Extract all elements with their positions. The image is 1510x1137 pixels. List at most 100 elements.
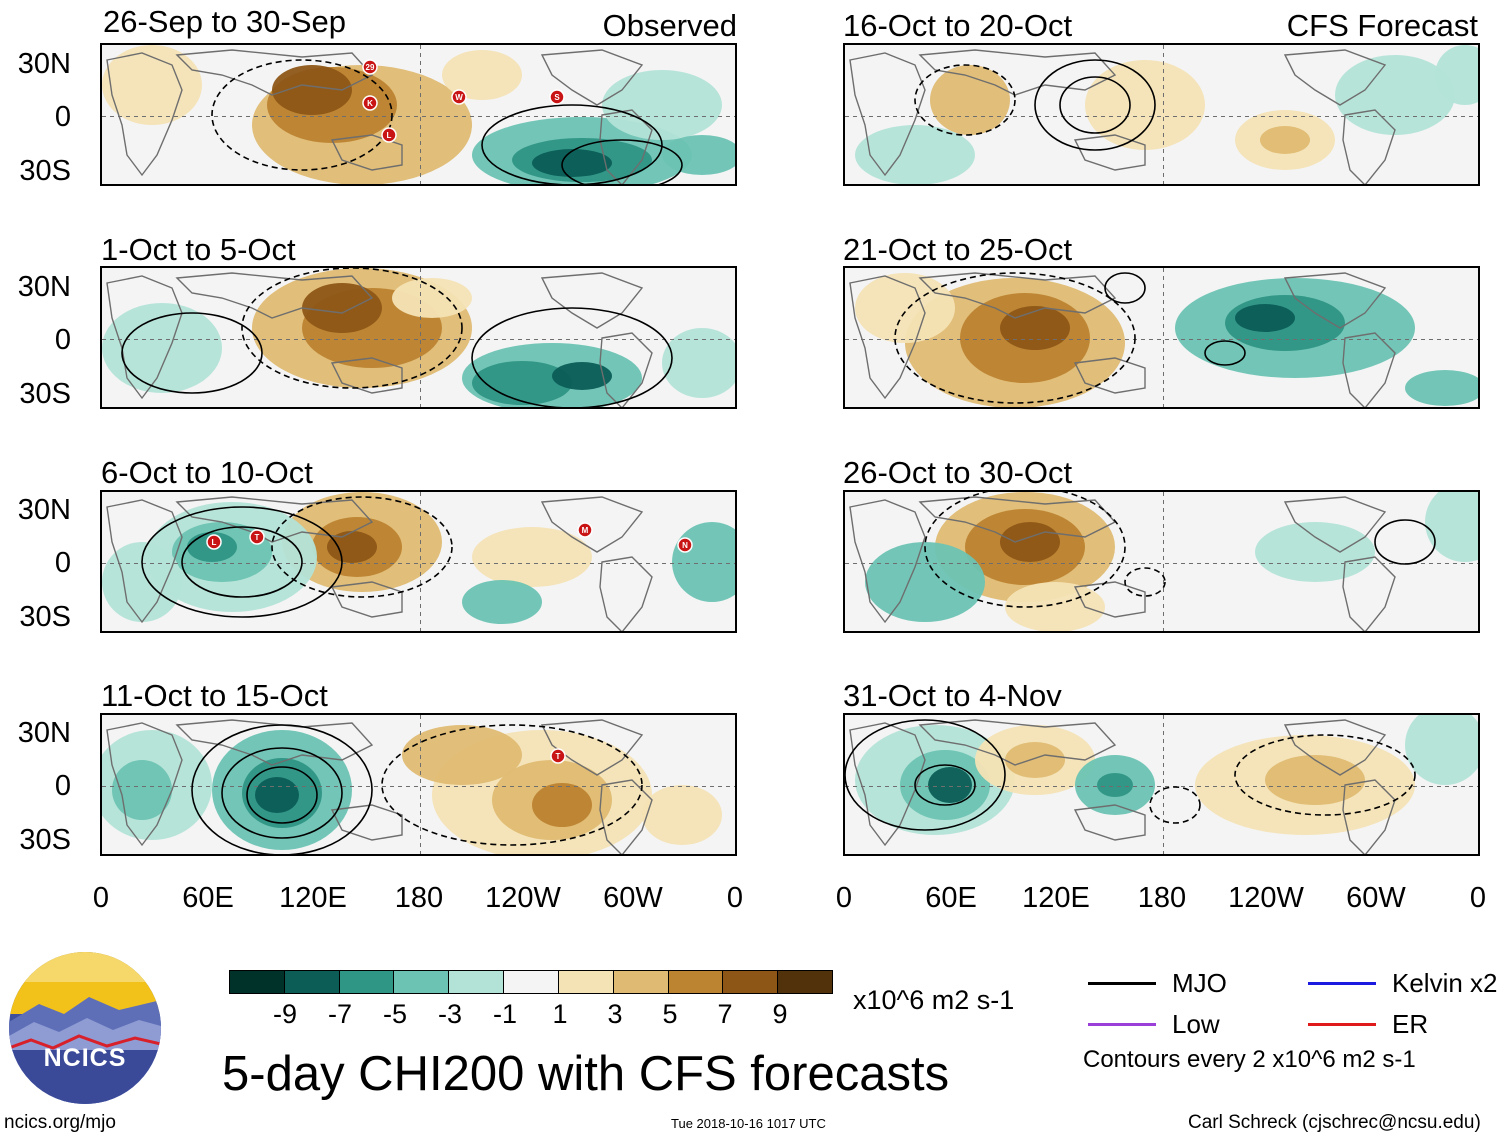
lat-label-30n: 30N	[17, 717, 71, 749]
colorbar-tick: 3	[607, 999, 623, 1029]
mjo-contour	[914, 64, 1016, 136]
coastline	[599, 332, 653, 407]
colorbar-swatch	[339, 971, 395, 993]
coastline	[599, 779, 653, 854]
anomaly-region	[1405, 715, 1478, 785]
map-panel-p8	[843, 713, 1480, 856]
coastline	[540, 496, 644, 553]
footer-url[interactable]: ncics.org/mjo	[4, 1112, 116, 1133]
coastline	[918, 496, 1117, 543]
colorbar-tick: 1	[552, 999, 568, 1029]
coastline	[106, 499, 183, 624]
lat-label-30s: 30S	[19, 601, 71, 633]
mjo-contour	[1204, 340, 1246, 366]
lon-label-120e: 120E	[279, 882, 347, 914]
lon-label-120w: 120W	[485, 882, 561, 914]
anomaly-map-p3: L T M N	[102, 492, 735, 631]
panel-title-p5: 16-Oct to 20-Oct	[843, 8, 1073, 43]
coastline	[1342, 779, 1396, 854]
coastline	[1073, 581, 1146, 618]
coastline	[330, 581, 403, 618]
legend-low-label: Low	[1172, 1009, 1220, 1039]
mjo-contour	[1234, 734, 1416, 816]
storm-icon	[206, 534, 222, 550]
storm-marker: L	[206, 534, 222, 550]
storm-label: 29	[366, 63, 375, 72]
anomaly-region	[1235, 304, 1295, 332]
map-panel-p3: L T M N	[100, 490, 737, 633]
coastline	[599, 556, 653, 631]
coastline	[1073, 804, 1146, 841]
anomaly-map-p1: 29 K L W S	[102, 45, 735, 184]
panel-title-p8: 31-Oct to 4-Nov	[843, 678, 1062, 713]
coastline	[175, 49, 374, 96]
lon-label-0: 0	[835, 882, 853, 914]
panel-title-p1: 26-Sep to 30-Sep	[103, 4, 347, 39]
legend-er-line	[1308, 1023, 1376, 1026]
anomaly-region	[1097, 773, 1133, 797]
mjo-contour	[1124, 567, 1166, 597]
colorbar-tick: -3	[437, 999, 462, 1029]
mjo-contour	[191, 724, 373, 854]
storm-marker: N	[677, 537, 693, 553]
legend-kelvin: Kelvin x2	[1308, 968, 1498, 999]
anomaly-map-p4: T	[102, 715, 735, 854]
anomaly-region	[532, 783, 592, 827]
colorbar-units: x10^6 m2 s-1	[853, 985, 1015, 1015]
anomaly-region	[442, 50, 522, 100]
lon-label-0: 0	[726, 882, 744, 914]
lat-label-30n: 30N	[17, 271, 71, 303]
coastline	[849, 722, 926, 847]
mjo-contour	[121, 312, 263, 394]
legend-er: ER	[1308, 1009, 1428, 1040]
legend-mjo-label: MJO	[1172, 968, 1227, 998]
logo-text: NCICS	[43, 1044, 127, 1072]
anomaly-region	[855, 125, 975, 184]
storm-icon	[362, 59, 378, 75]
anomaly-region	[1435, 45, 1478, 105]
anomaly-region	[112, 760, 172, 820]
colorbar-swatch	[284, 971, 340, 993]
mjo-contour	[1104, 272, 1146, 304]
mjo-contour	[561, 139, 683, 184]
lon-label-180: 180	[1137, 882, 1187, 914]
coastline	[849, 52, 926, 177]
mjo-contour	[471, 307, 673, 407]
anomaly-region	[1005, 742, 1065, 778]
colorbar	[229, 970, 833, 994]
mjo-contour	[481, 104, 663, 184]
panel-title-p3: 6-Oct to 10-Oct	[101, 455, 313, 490]
storm-marker: T	[550, 748, 566, 764]
coastline	[106, 275, 183, 400]
anomaly-region	[102, 303, 222, 393]
anomaly-region	[102, 542, 182, 622]
storm-marker: M	[577, 522, 593, 538]
logo-landscape-icon	[9, 952, 161, 1104]
anomaly-map-p6	[845, 268, 1478, 407]
coastline	[330, 804, 403, 841]
legend-low-line	[1088, 1023, 1156, 1026]
storm-label: N	[682, 541, 688, 550]
colorbar-tick: -9	[272, 999, 297, 1029]
mjo-contour	[1374, 519, 1436, 565]
lat-label-30s: 30S	[19, 155, 71, 187]
anomaly-region	[302, 283, 382, 333]
coastline	[849, 275, 926, 400]
storm-label: T	[255, 533, 260, 542]
panel-title-p6: 21-Oct to 25-Oct	[843, 232, 1073, 267]
anomaly-region	[930, 65, 1010, 135]
coastline	[1283, 272, 1387, 329]
storm-label: L	[212, 538, 217, 547]
storm-marker: K	[362, 95, 378, 111]
mjo-contour	[381, 724, 643, 846]
anomaly-region	[327, 531, 377, 563]
map-panel-p7	[843, 490, 1480, 633]
anomaly-region	[1000, 522, 1060, 562]
ncics-logo: NCICS	[9, 952, 161, 1104]
lon-label-180: 180	[394, 882, 444, 914]
legend-kelvin-line	[1308, 982, 1376, 985]
colorbar-swatch	[668, 971, 724, 993]
anomaly-region	[1255, 522, 1375, 582]
coastline	[1073, 357, 1146, 394]
map-panel-p2	[100, 266, 737, 409]
